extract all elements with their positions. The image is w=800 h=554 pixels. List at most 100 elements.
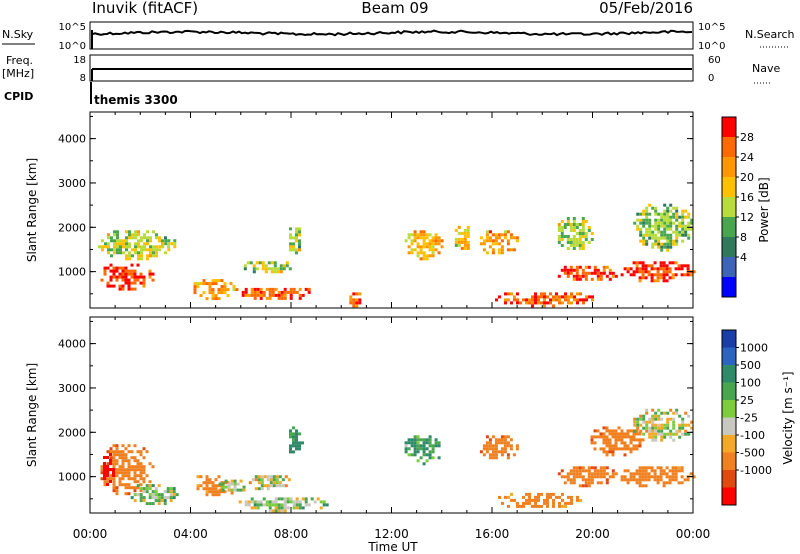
heatmap-cell (202, 279, 206, 283)
heatmap-cell (466, 246, 470, 250)
heatmap-cell (497, 450, 501, 454)
heatmap-cell (660, 212, 664, 216)
heatmap-cell (133, 471, 137, 475)
heatmap-cell (428, 450, 432, 454)
heatmap-cell (292, 441, 295, 445)
heatmap-cell (620, 432, 624, 436)
heatmap-cell (260, 478, 264, 482)
heatmap-cell (292, 242, 295, 246)
heatmap-cell (608, 271, 612, 275)
heatmap-cell (611, 453, 615, 457)
heatmap-cell (650, 273, 654, 277)
heatmap-cell (657, 218, 661, 222)
heatmap-cell (355, 298, 359, 302)
heatmap-cell (422, 245, 426, 249)
heatmap-cell (656, 478, 660, 482)
x-tick-label: 00:00 (73, 527, 108, 541)
heatmap-cell (560, 475, 564, 479)
heatmap-cell (107, 251, 110, 255)
heatmap-cell (672, 206, 676, 210)
colorbar-tick-label: -500 (740, 447, 765, 460)
heatmap-cell (130, 275, 134, 279)
heatmap-cell (288, 267, 292, 271)
heatmap-cell (130, 450, 134, 454)
heatmap-cell (419, 444, 423, 448)
heatmap-cell (578, 232, 582, 235)
heatmap-cell (173, 245, 177, 249)
heatmap-cell (157, 496, 161, 500)
heatmap-cell (115, 486, 119, 490)
heatmap-cell (253, 293, 257, 297)
heatmap-cell (599, 277, 603, 281)
heatmap-cell (546, 498, 549, 502)
heatmap-cell (140, 245, 143, 249)
heatmap-cell (283, 497, 287, 501)
heatmap-cell (413, 248, 417, 252)
heatmap-cell (522, 504, 525, 508)
heatmap-cell (277, 296, 281, 300)
heatmap-cell (537, 498, 540, 502)
heatmap-cell (633, 221, 637, 225)
heatmap-cell (289, 296, 293, 300)
colorbar-swatch (722, 470, 736, 488)
heatmap-cell (243, 267, 247, 271)
heatmap-cell (161, 245, 165, 249)
heatmap-cell (620, 435, 624, 439)
heatmap-cell (259, 293, 263, 297)
heatmap-cell (552, 298, 555, 302)
heatmap-cell (115, 471, 119, 475)
heatmap-cell (277, 503, 281, 507)
heatmap-cell (584, 265, 588, 269)
heatmap-cell (131, 254, 134, 258)
heatmap-cell (211, 297, 215, 301)
heatmap-cell (666, 245, 670, 249)
heatmap-cell (638, 478, 642, 482)
heatmap-cell (295, 227, 298, 231)
heatmap-cell (572, 226, 576, 229)
heatmap-cell (109, 480, 112, 483)
heatmap-cell (428, 242, 432, 246)
heatmap-cell (572, 235, 576, 238)
heatmap-cell (422, 444, 426, 448)
heatmap-cell (269, 475, 273, 479)
heatmap-cell (596, 277, 600, 281)
heatmap-cell (416, 444, 420, 448)
heatmap-cell (109, 474, 113, 478)
heatmap-cell (593, 447, 597, 451)
heatmap-cell (116, 242, 119, 246)
heatmap-cell (654, 432, 658, 436)
heatmap-cell (596, 274, 600, 278)
heatmap-cell (668, 276, 672, 280)
heatmap-cell (277, 293, 281, 297)
colorbar-tick-label: 16 (740, 191, 754, 204)
heatmap-cell (259, 503, 263, 507)
heatmap-cell (110, 236, 113, 240)
heatmap-cell (140, 254, 143, 258)
heatmap-cell (279, 270, 283, 274)
heatmap-cell (665, 466, 669, 470)
heatmap-cell (482, 453, 486, 457)
heatmap-cell (506, 456, 510, 460)
heatmap-cell (570, 501, 573, 505)
heatmap-cell (675, 227, 679, 231)
heatmap-cell (277, 509, 281, 513)
heatmap-blob (404, 230, 444, 261)
heatmap-cell (680, 475, 684, 479)
heatmap-cell (647, 478, 651, 482)
heatmap-cell (581, 268, 585, 272)
heatmap-cell (143, 236, 146, 240)
heatmap-cell (118, 450, 122, 454)
heatmap-cell (681, 227, 685, 231)
heatmap-cell (142, 465, 146, 469)
heatmap-cell (103, 266, 107, 270)
heatmap-cell (434, 441, 438, 445)
heatmap-cell (503, 447, 507, 451)
x-tick-label: 08:00 (274, 527, 309, 541)
heatmap-cell (674, 273, 678, 277)
heatmap-cell (112, 480, 116, 484)
heatmap-cell (666, 248, 670, 252)
heatmap-cell (241, 293, 245, 297)
heatmap-cell (152, 230, 155, 234)
heatmap-cell (581, 244, 585, 247)
